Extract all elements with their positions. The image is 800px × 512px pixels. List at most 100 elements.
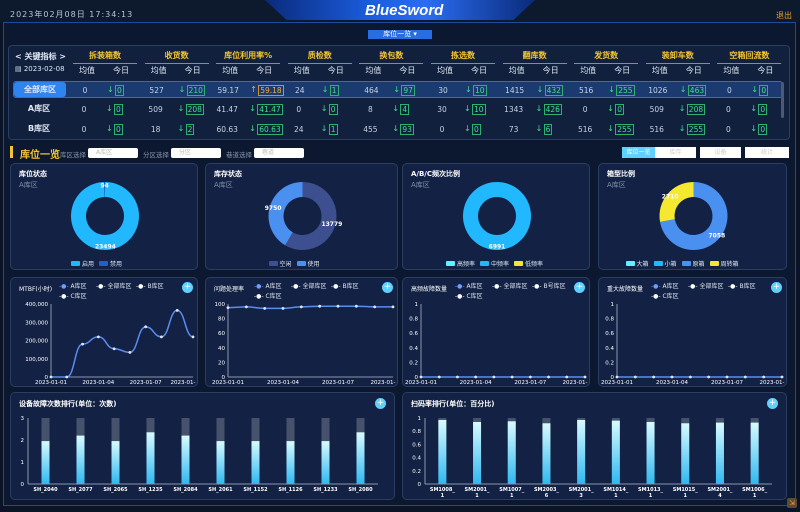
legend-item[interactable]: 小箱 <box>653 259 677 268</box>
legend-item[interactable]: -●- B库区 <box>728 281 756 290</box>
legend-item[interactable]: -●- C库区 <box>59 291 87 300</box>
legend-item[interactable]: 中频率 <box>480 259 509 268</box>
donut-slice[interactable] <box>462 182 531 250</box>
bar[interactable] <box>76 435 85 484</box>
bar[interactable] <box>286 441 295 484</box>
data-point[interactable] <box>336 304 340 308</box>
bar[interactable] <box>321 441 330 484</box>
data-point[interactable] <box>583 375 587 379</box>
add-icon[interactable]: + <box>767 398 778 409</box>
bar[interactable] <box>611 420 620 484</box>
data-point[interactable] <box>565 375 569 379</box>
data-point[interactable] <box>419 375 423 379</box>
kpi-date[interactable]: ▤ 2023-02-08 <box>15 65 65 73</box>
donut-slice[interactable] <box>285 182 337 250</box>
bar[interactable] <box>356 432 365 484</box>
legend-item[interactable]: -●- C库区 <box>455 291 483 300</box>
row-label[interactable]: 全部库区 <box>14 82 66 97</box>
bar[interactable] <box>750 422 759 484</box>
legend-item[interactable]: -●- B库区 <box>331 281 359 290</box>
data-point[interactable] <box>244 305 248 309</box>
bar[interactable] <box>681 423 690 484</box>
data-point[interactable] <box>354 304 358 308</box>
data-point[interactable] <box>528 375 532 379</box>
data-point[interactable] <box>652 375 656 379</box>
legend-item[interactable]: -●- 全部库区 <box>96 281 132 290</box>
legend-item[interactable]: 高频率 <box>446 259 475 268</box>
legend-item[interactable]: -●- A库区 <box>254 281 282 290</box>
tab-equipment[interactable]: 设备 <box>700 147 741 158</box>
bar[interactable] <box>146 432 155 484</box>
data-point[interactable] <box>373 305 377 309</box>
data-point[interactable] <box>65 375 69 379</box>
corner-tool-icon[interactable]: ⇲ <box>787 498 797 508</box>
bar[interactable] <box>438 419 447 484</box>
add-icon[interactable]: + <box>182 282 193 293</box>
legend-item[interactable]: -●- B号库区 <box>532 281 566 290</box>
data-point[interactable] <box>547 375 550 379</box>
data-point[interactable] <box>144 325 148 329</box>
table-row[interactable]: B库区 0 ↓ 0 18 ↓ 2 60.63 ↓ 60.63 24 ↓ 1 455 ↓ 93 0 ↓ 0 73 ↓ 6 51… <box>13 121 783 138</box>
add-icon[interactable]: + <box>574 282 585 293</box>
aisle-select[interactable]: 巷道 <box>254 148 304 158</box>
legend-item[interactable]: -●- A库区 <box>651 281 679 290</box>
partition-select[interactable]: 分区 <box>171 148 221 158</box>
data-point[interactable] <box>492 375 496 379</box>
legend-item[interactable]: -●- C库区 <box>651 291 679 300</box>
add-icon[interactable]: + <box>382 282 393 293</box>
legend-item[interactable]: -●- 全部库区 <box>291 281 327 290</box>
legend-item[interactable]: 原箱 <box>681 259 705 268</box>
legend-item[interactable]: 空闲 <box>268 259 292 268</box>
data-point[interactable] <box>318 304 322 308</box>
legend-item[interactable]: 使用 <box>296 259 320 268</box>
legend-item[interactable]: 禁用 <box>99 259 122 268</box>
data-point[interactable] <box>160 335 163 339</box>
table-row[interactable]: A库区 0 ↓ 0 509 ↓ 208 41.47 ↓ 41.47 0 ↓ 0 8 ↓ 4 30 ↓ 10 1343 ↓… <box>13 101 783 118</box>
view-select[interactable]: 库位一览 ▾ <box>368 30 432 39</box>
row-label[interactable]: A库区 <box>27 104 51 113</box>
add-icon[interactable]: + <box>375 398 386 409</box>
logout-button[interactable]: 退出 <box>776 11 792 20</box>
legend-item[interactable]: 启用 <box>71 259 94 268</box>
data-point[interactable] <box>688 375 692 379</box>
data-point[interactable] <box>175 308 179 312</box>
bar[interactable] <box>646 421 655 484</box>
legend-item[interactable]: -●- C库区 <box>254 291 282 300</box>
data-point[interactable] <box>474 375 478 379</box>
zone-select[interactable]: A库区 <box>88 148 138 158</box>
donut-slice[interactable] <box>268 182 303 246</box>
data-point[interactable] <box>670 375 674 379</box>
bar[interactable] <box>507 421 516 484</box>
data-point[interactable] <box>112 347 116 351</box>
donut-slice[interactable] <box>71 182 139 250</box>
table-row[interactable]: 全部库区 0 ↓ 0 527 ↓ 210 59.17 ↑ 59.18 24 ↓ 1 464 ↓ 97 30 ↓ 10… <box>13 81 783 98</box>
data-point[interactable] <box>226 306 230 310</box>
data-point[interactable] <box>762 375 766 379</box>
data-point[interactable] <box>281 306 285 310</box>
data-point[interactable] <box>743 375 747 379</box>
add-icon[interactable]: + <box>771 282 782 293</box>
bar[interactable] <box>473 421 482 484</box>
data-point[interactable] <box>81 342 84 346</box>
legend-item[interactable]: 周转箱 <box>709 259 739 268</box>
data-point[interactable] <box>633 375 637 379</box>
data-point[interactable] <box>707 375 711 379</box>
tab-statistics[interactable]: 统计 <box>745 147 789 158</box>
bar[interactable] <box>577 419 586 484</box>
legend-item[interactable]: 大箱 <box>625 259 649 268</box>
legend-item[interactable]: -●- 全部库区 <box>688 281 724 290</box>
tab-inventory[interactable]: 库存 <box>655 147 696 158</box>
data-point[interactable] <box>299 305 303 309</box>
legend-item[interactable]: -●- B库区 <box>136 281 164 290</box>
donut-slice[interactable] <box>659 182 694 222</box>
data-point[interactable] <box>510 375 514 379</box>
data-point[interactable] <box>725 375 729 379</box>
data-point[interactable] <box>263 306 267 310</box>
bar[interactable] <box>181 435 190 484</box>
bar[interactable] <box>715 422 724 484</box>
donut-slice[interactable] <box>104 182 105 198</box>
data-point[interactable] <box>96 335 100 339</box>
legend-item[interactable]: 低频率 <box>514 259 543 268</box>
tab-overview[interactable]: 库位一览 <box>622 147 655 158</box>
kpi-nav[interactable]: < 关键指标 > <box>15 52 66 61</box>
